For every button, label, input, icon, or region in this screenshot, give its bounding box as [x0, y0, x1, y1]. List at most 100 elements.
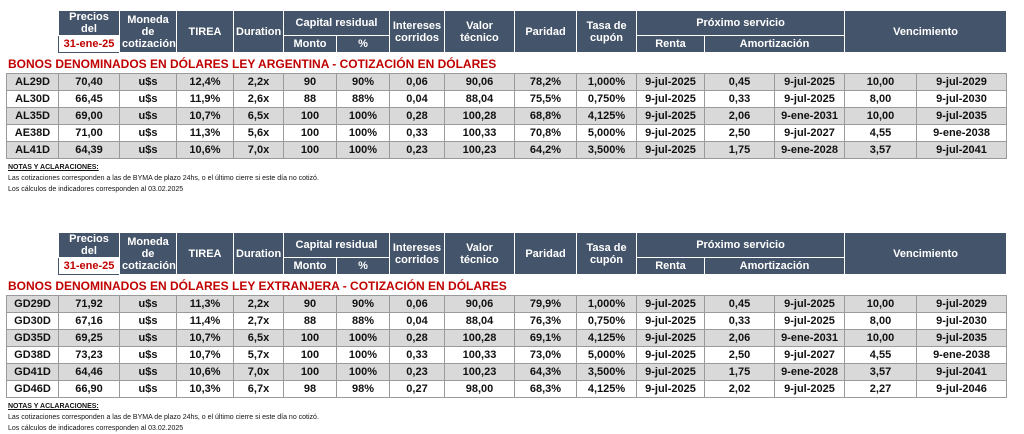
proximo-servicio-header: Próximo servicio: [636, 232, 846, 258]
cell-precio: 66,90: [58, 380, 120, 398]
cell-duration: 7,0x: [233, 363, 284, 381]
tirea-header: TIREA: [176, 10, 234, 53]
cell-renta-monto: 2,02: [704, 380, 775, 398]
cell-ticker: GD29D: [6, 295, 59, 313]
notes: NOTAS Y ACLARACIONES: Las cotizaciones c…: [6, 162, 1006, 195]
cell-intereses: 0,28: [389, 329, 445, 347]
cell-valor-tecnico: 90,06: [444, 73, 515, 91]
vencimiento-header: Vencimiento: [844, 232, 1008, 275]
amortizacion-header: Amortización: [704, 257, 846, 275]
cell-amortizacion-fecha: 9-jul-2025: [774, 73, 845, 91]
cell-moneda: u$s: [119, 329, 177, 347]
cell-amortizacion-fecha: 9-jul-2027: [774, 124, 845, 142]
cell-moneda: u$s: [119, 107, 177, 125]
cell-tasa-cupon: 5,000%: [576, 124, 637, 142]
table-header: Precios del Moneda de cotización TIREA D…: [58, 10, 1008, 53]
cell-vencimiento: 9-jul-2030: [916, 312, 1007, 330]
cell-vencimiento: 9-ene-2038: [916, 346, 1007, 364]
table-row: AE38D 71,00 u$s 11,3% 5,6x 100 100% 0,33 100,33 7…: [6, 124, 1007, 142]
cell-monto: 100: [283, 329, 337, 347]
cell-renta-monto: 2,50: [704, 346, 775, 364]
cell-tasa-cupon: 5,000%: [576, 346, 637, 364]
cell-precio: 71,00: [58, 124, 120, 142]
cell-renta-fecha: 9-jul-2025: [636, 329, 705, 347]
capital-residual-header: Capital residual: [282, 10, 391, 36]
cell-precio: 69,00: [58, 107, 120, 125]
cell-paridad: 73,0%: [514, 346, 577, 364]
cell-tasa-cupon: 3,500%: [576, 363, 637, 381]
cell-renta-fecha: 9-jul-2025: [636, 380, 705, 398]
cell-valor-tecnico: 100,28: [444, 329, 515, 347]
cell-vencimiento: 9-jul-2035: [916, 107, 1007, 125]
monto-header: Monto: [283, 35, 337, 53]
cell-monto: 100: [283, 346, 337, 364]
amortizacion-header: Amortización: [704, 35, 846, 53]
cell-tasa-cupon: 4,125%: [576, 107, 637, 125]
table-row: GD29D 71,92 u$s 11,3% 2,2x 90 90% 0,06 90,06 79,9…: [6, 295, 1007, 313]
table-row: GD46D 66,90 u$s 10,3% 6,7x 98 98% 0,27 98,00 68,3…: [6, 380, 1007, 398]
cell-precio: 64,46: [58, 363, 120, 381]
table-row: GD41D 64,46 u$s 10,6% 7,0x 100 100% 0,23 100,23 6…: [6, 363, 1007, 381]
cell-ticker: AE38D: [6, 124, 59, 142]
cell-capital-pct: 90%: [336, 73, 390, 91]
cell-moneda: u$s: [119, 73, 177, 91]
cell-precio: 71,92: [58, 295, 120, 313]
cell-precio: 70,40: [58, 73, 120, 91]
duration-header: Duration: [233, 232, 284, 275]
cell-amortizacion-monto: 2,27: [844, 380, 917, 398]
cell-intereses: 0,28: [389, 107, 445, 125]
cell-renta-monto: 0,45: [704, 73, 775, 91]
cell-amortizacion-monto: 10,00: [844, 107, 917, 125]
cell-tasa-cupon: 3,500%: [576, 141, 637, 159]
bond-table-ley-extranjera: Precios del Moneda de cotización TIREA D…: [6, 232, 1008, 434]
cell-monto: 100: [283, 124, 337, 142]
cell-monto: 100: [283, 107, 337, 125]
cell-precio: 69,25: [58, 329, 120, 347]
cell-renta-fecha: 9-jul-2025: [636, 363, 705, 381]
cell-moneda: u$s: [119, 346, 177, 364]
cell-vencimiento: 9-jul-2046: [916, 380, 1007, 398]
cell-tirea: 10,6%: [176, 141, 234, 159]
cell-moneda: u$s: [119, 312, 177, 330]
cell-tasa-cupon: 1,000%: [576, 73, 637, 91]
cell-valor-tecnico: 88,04: [444, 90, 515, 108]
cell-tirea: 11,4%: [176, 312, 234, 330]
cell-capital-pct: 100%: [336, 329, 390, 347]
pct-header: %: [335, 35, 391, 53]
cell-capital-pct: 98%: [336, 380, 390, 398]
cell-paridad: 76,3%: [514, 312, 577, 330]
cell-duration: 6,7x: [233, 380, 284, 398]
cell-amortizacion-monto: 8,00: [844, 90, 917, 108]
cell-renta-monto: 0,33: [704, 312, 775, 330]
cell-ticker: AL30D: [6, 90, 59, 108]
cell-amortizacion-fecha: 9-ene-2031: [774, 329, 845, 347]
cell-duration: 7,0x: [233, 141, 284, 159]
cell-renta-monto: 2,50: [704, 124, 775, 142]
notes: NOTAS Y ACLARACIONES: Las cotizaciones c…: [6, 401, 1006, 434]
cell-duration: 5,6x: [233, 124, 284, 142]
cell-moneda: u$s: [119, 124, 177, 142]
cell-renta-monto: 2,06: [704, 329, 775, 347]
cell-amortizacion-monto: 8,00: [844, 312, 917, 330]
cell-intereses: 0,23: [389, 363, 445, 381]
capital-residual-header: Capital residual: [282, 232, 391, 258]
cell-capital-pct: 100%: [336, 346, 390, 364]
cell-renta-fecha: 9-jul-2025: [636, 90, 705, 108]
cell-intereses: 0,23: [389, 141, 445, 159]
cell-renta-fecha: 9-jul-2025: [636, 295, 705, 313]
cell-valor-tecnico: 90,06: [444, 295, 515, 313]
cell-ticker: GD35D: [6, 329, 59, 347]
duration-header: Duration: [233, 10, 284, 53]
cell-ticker: AL41D: [6, 141, 59, 159]
table-row: AL29D 70,40 u$s 12,4% 2,2x 90 90% 0,06 90,06 78,2…: [6, 73, 1007, 91]
cell-amortizacion-monto: 4,55: [844, 346, 917, 364]
cell-tasa-cupon: 0,750%: [576, 312, 637, 330]
cell-renta-fecha: 9-jul-2025: [636, 141, 705, 159]
cell-monto: 98: [283, 380, 337, 398]
cell-intereses: 0,04: [389, 312, 445, 330]
cell-monto: 90: [283, 73, 337, 91]
cell-amortizacion-fecha: 9-jul-2025: [774, 90, 845, 108]
cell-tirea: 10,7%: [176, 329, 234, 347]
price-date: 31-ene-25: [58, 257, 120, 275]
cell-amortizacion-fecha: 9-jul-2025: [774, 380, 845, 398]
